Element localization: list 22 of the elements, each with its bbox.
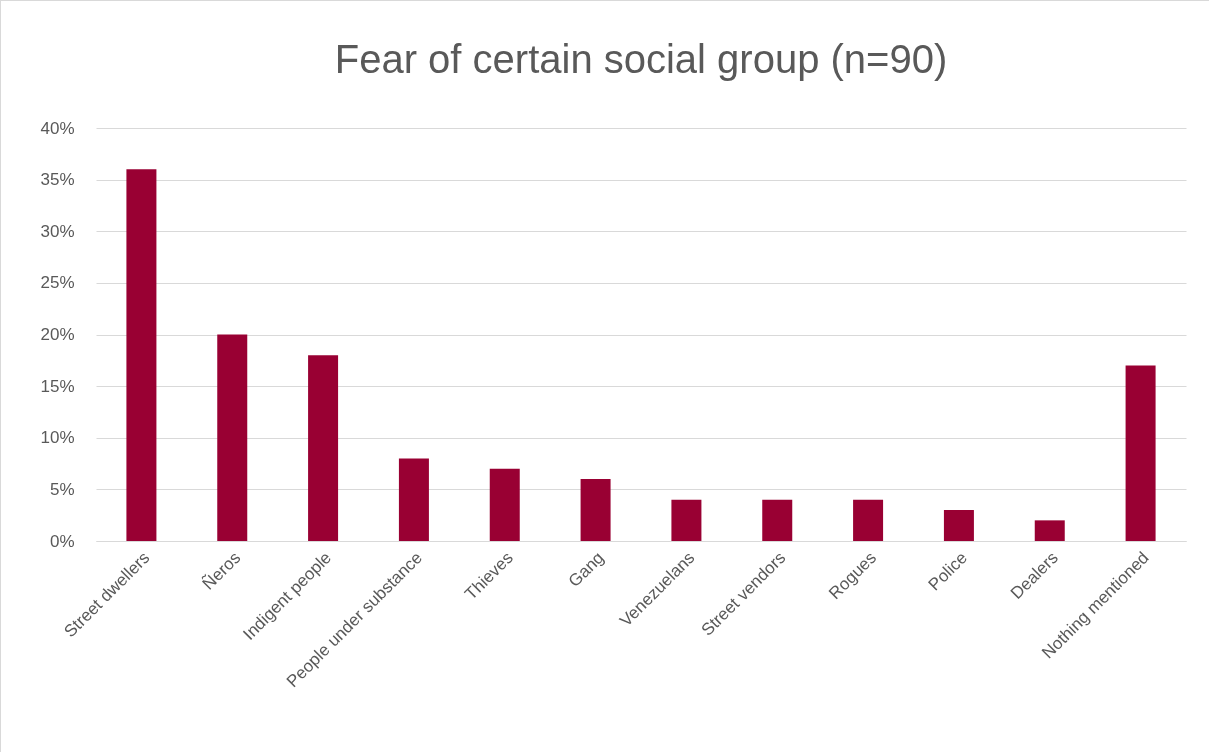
bar: [762, 499, 793, 541]
bar: [943, 510, 974, 541]
y-tick-label: 35%: [40, 170, 75, 190]
bar: [853, 499, 884, 541]
y-tick-label: 40%: [40, 118, 75, 138]
y-tick-label: 15%: [40, 376, 75, 396]
bar: [1034, 520, 1065, 541]
y-tick-label: 30%: [40, 221, 75, 241]
bar: [580, 479, 611, 541]
bar: [398, 458, 429, 541]
y-tick-label: 5%: [49, 479, 75, 499]
bar: [489, 468, 520, 541]
bar: [126, 169, 157, 541]
bar: [217, 334, 248, 541]
y-tick-label: 20%: [40, 325, 75, 344]
y-tick-label: 10%: [40, 428, 75, 448]
bar: [308, 355, 339, 541]
y-tick-label: 0%: [49, 531, 75, 551]
chart-title: Fear of certain social group (n=90): [334, 37, 948, 81]
bar: [1125, 365, 1156, 541]
y-tick-label: 25%: [40, 273, 75, 293]
bar: [671, 499, 702, 541]
